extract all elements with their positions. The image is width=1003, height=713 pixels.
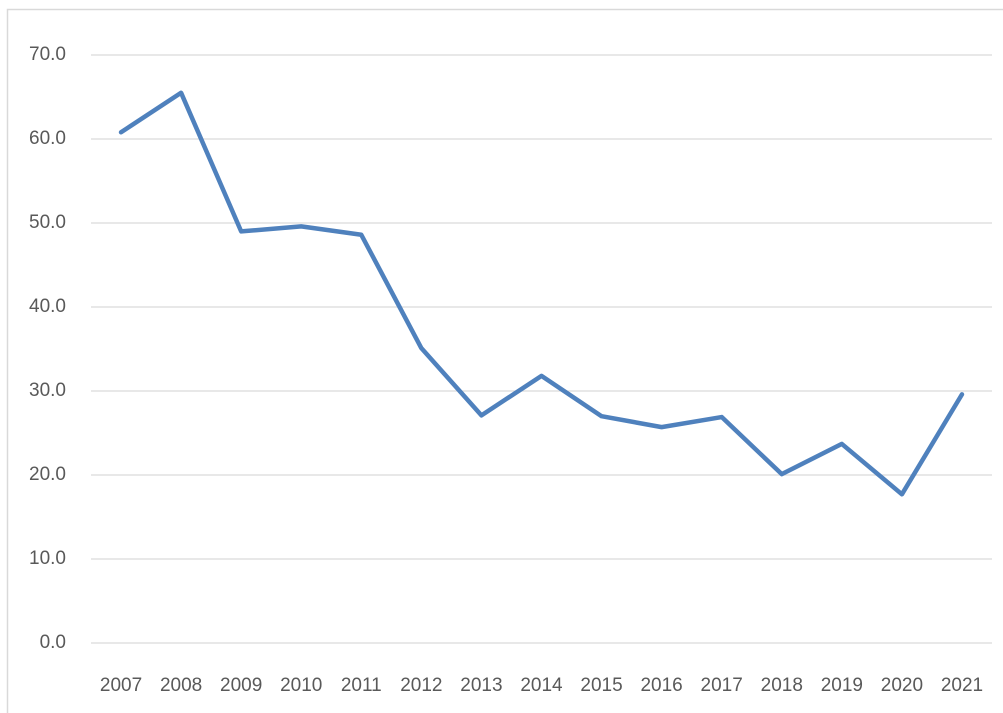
- x-tick-label: 2016: [640, 675, 682, 696]
- x-tick-label: 2007: [100, 675, 142, 696]
- y-tick-label: 0.0: [40, 632, 66, 653]
- x-tick-label: 2014: [520, 675, 563, 696]
- x-tick-label: 2020: [881, 675, 923, 696]
- x-tick-label: 2019: [821, 675, 863, 696]
- x-tick-label: 2010: [280, 675, 322, 696]
- x-tick-label: 2017: [701, 675, 743, 696]
- x-tick-label: 2011: [341, 675, 382, 696]
- x-tick-label: 2018: [761, 675, 803, 696]
- y-tick-label: 40.0: [29, 296, 66, 317]
- x-tick-label: 2008: [160, 675, 202, 696]
- chart-border: [6, 8, 1003, 713]
- y-tick-label: 60.0: [29, 128, 66, 149]
- y-tick-label: 10.0: [29, 548, 66, 569]
- x-tick-label: 2015: [580, 675, 622, 696]
- x-tick-label: 2009: [220, 675, 262, 696]
- x-tick-label: 2012: [400, 675, 442, 696]
- y-tick-label: 50.0: [29, 212, 66, 233]
- y-tick-label: 70.0: [29, 44, 66, 65]
- x-tick-label: 2021: [941, 675, 983, 696]
- y-tick-label: 30.0: [29, 380, 66, 401]
- y-tick-label: 20.0: [29, 464, 66, 485]
- data-line: [118, 90, 965, 497]
- x-tick-label: 2013: [460, 675, 502, 696]
